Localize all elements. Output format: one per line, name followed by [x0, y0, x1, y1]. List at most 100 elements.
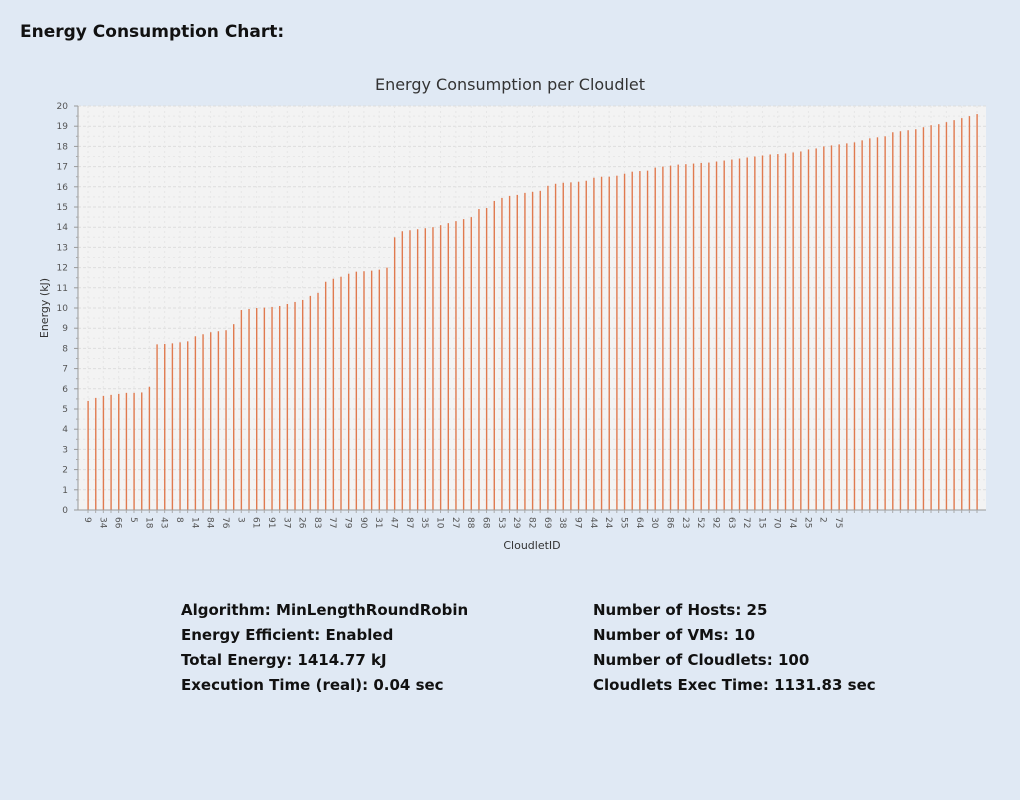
- x-tick-label: 29: [511, 517, 521, 529]
- bar: [248, 309, 250, 510]
- bar: [501, 197, 503, 510]
- bar: [455, 221, 457, 510]
- y-axis-label: Energy (kJ): [38, 278, 51, 338]
- bar: [524, 192, 526, 511]
- x-tick-label: 69: [542, 517, 552, 529]
- bar: [355, 271, 358, 510]
- bar: [347, 273, 350, 510]
- bar: [616, 175, 618, 510]
- bar: [363, 271, 365, 510]
- bar: [723, 160, 725, 511]
- bar: [148, 386, 151, 510]
- bar: [792, 152, 794, 510]
- bar: [286, 303, 289, 510]
- bar: [577, 181, 580, 510]
- bar: [378, 269, 381, 510]
- bar: [922, 127, 925, 511]
- x-tick-label: 77: [327, 517, 337, 528]
- x-tick-label: 14: [189, 517, 199, 529]
- x-tick-label: 55: [618, 517, 628, 528]
- bar: [738, 158, 741, 510]
- bar: [876, 137, 879, 510]
- bar: [294, 301, 296, 510]
- bar: [110, 394, 112, 510]
- x-tick-label: 37: [281, 517, 291, 528]
- x-axis-label: CloudletID: [503, 539, 560, 552]
- x-tick-label: 76: [220, 517, 230, 529]
- execution-time-stat: Execution Time (real): 0.04 sec: [181, 676, 444, 694]
- x-tick-label: 27: [450, 517, 460, 528]
- x-tick-label: 43: [159, 517, 169, 528]
- bar: [646, 170, 649, 510]
- x-tick-label: 52: [695, 517, 705, 528]
- bars: [87, 114, 978, 511]
- bar: [508, 195, 511, 510]
- x-tick-label: 83: [312, 517, 322, 528]
- bar: [393, 237, 396, 511]
- bar: [938, 124, 940, 511]
- x-tick-label: 30: [649, 517, 659, 529]
- bar: [731, 159, 733, 510]
- y-tick-label: 6: [62, 385, 68, 395]
- x-tick-label: 90: [358, 517, 368, 529]
- x-tick-label: 66: [113, 517, 123, 529]
- x-tick-label: 86: [664, 517, 674, 529]
- x-tick-label: 75: [833, 517, 843, 528]
- bar: [623, 173, 626, 511]
- chart-title: Energy Consumption per Cloudlet: [375, 75, 645, 94]
- bar: [815, 148, 817, 511]
- x-tick-label: 88: [465, 517, 475, 529]
- y-tick-label: 11: [57, 284, 68, 294]
- bar: [746, 157, 748, 510]
- y-tick-label: 1: [62, 486, 68, 496]
- x-tick-label: 44: [588, 517, 598, 529]
- bar: [899, 131, 902, 510]
- bar: [179, 342, 181, 510]
- x-tick-label: 25: [802, 517, 812, 528]
- bar: [700, 162, 702, 511]
- bar: [401, 231, 404, 511]
- bar: [631, 171, 633, 510]
- bar: [562, 182, 564, 510]
- bar: [87, 400, 89, 510]
- bar: [233, 324, 235, 510]
- bar: [439, 225, 442, 510]
- bar: [585, 180, 587, 511]
- x-tick-label: 23: [680, 517, 690, 528]
- bar: [953, 120, 955, 510]
- bar: [800, 151, 802, 510]
- bar: [225, 330, 227, 510]
- y-tick-label: 3: [62, 445, 68, 455]
- bar: [271, 306, 273, 510]
- x-tick-label: 70: [772, 517, 782, 529]
- y-tick-label: 18: [57, 142, 69, 152]
- bar: [968, 116, 971, 510]
- bar: [777, 154, 779, 511]
- bar: [493, 200, 495, 510]
- x-tick-label: 3: [235, 517, 245, 523]
- energy-bar-chart: Energy Consumption per Cloudlet 01234567…: [38, 75, 986, 552]
- vms-stat: Number of VMs: 10: [593, 626, 756, 644]
- bar: [370, 270, 373, 510]
- x-tick-label: 72: [741, 517, 751, 528]
- bar: [210, 332, 212, 510]
- stats-right-column: Number of Hosts: 25 Number of VMs: 10 Nu…: [593, 598, 876, 698]
- x-tick-label: 34: [97, 517, 107, 529]
- bar: [846, 143, 848, 510]
- bar: [907, 130, 909, 511]
- y-tick-label: 12: [57, 264, 68, 274]
- y-tick-label: 7: [62, 365, 68, 375]
- bar: [930, 125, 932, 510]
- x-tick-label: 61: [251, 517, 261, 528]
- energy-efficient-stat: Energy Efficient: Enabled: [181, 626, 394, 644]
- x-tick-label: 5: [128, 517, 138, 523]
- y-tick-label: 14: [57, 223, 69, 233]
- bar: [961, 118, 963, 511]
- x-tick-label: 53: [496, 517, 506, 528]
- x-tick-label: 9: [82, 517, 92, 523]
- bar: [692, 163, 695, 510]
- x-tick-label: 47: [389, 517, 399, 528]
- bar: [884, 136, 886, 511]
- bar: [470, 217, 472, 510]
